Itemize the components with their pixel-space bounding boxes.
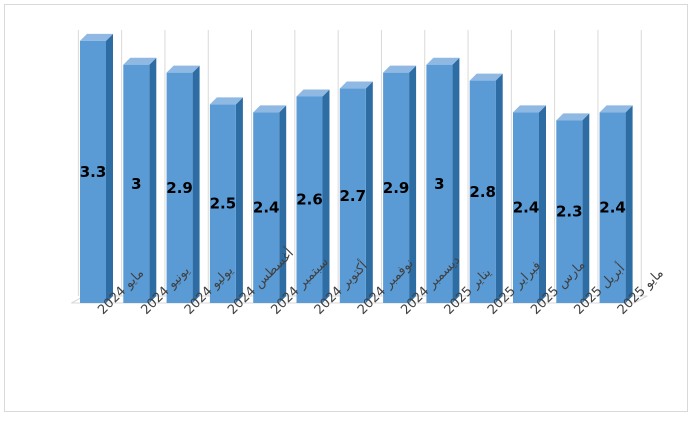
bar-side	[409, 65, 417, 304]
bar	[469, 73, 503, 303]
bar-front	[296, 96, 323, 303]
bar-side	[539, 105, 546, 303]
bar-front	[599, 112, 626, 303]
bar-top	[80, 33, 113, 41]
data-label: 3.3	[80, 163, 107, 181]
bar-side	[322, 89, 330, 303]
bar-front	[80, 40, 106, 304]
bar	[209, 97, 243, 303]
bar-side	[106, 33, 113, 304]
bar	[166, 65, 200, 304]
bar	[253, 105, 287, 303]
data-label: 2.3	[556, 203, 583, 221]
data-label: 2.4	[253, 199, 280, 217]
bar-front	[426, 64, 453, 303]
bar-top	[253, 105, 287, 113]
bar	[339, 81, 373, 304]
bar	[123, 57, 157, 303]
bar-top	[296, 89, 330, 97]
data-label: 2.9	[166, 179, 193, 197]
data-label: 2.4	[599, 199, 626, 217]
data-label: 2.9	[383, 179, 410, 197]
bar	[599, 105, 633, 303]
bar-front	[339, 88, 366, 304]
bar	[383, 65, 417, 304]
bar-top	[339, 81, 373, 89]
bar-side	[625, 105, 633, 303]
bar	[426, 57, 460, 303]
bar-top	[383, 65, 417, 73]
bar	[556, 113, 590, 303]
bar-side	[582, 113, 590, 303]
bar	[513, 105, 546, 303]
bar-front	[513, 112, 539, 303]
bar-front	[166, 72, 193, 304]
bar-front	[253, 112, 280, 303]
bar-top	[166, 65, 200, 73]
data-label: 2.5	[210, 195, 237, 213]
data-label: 2.8	[469, 183, 496, 201]
bar-front	[469, 80, 496, 303]
bar-top	[556, 113, 590, 121]
bar-side	[235, 97, 243, 303]
bar-top	[209, 97, 243, 105]
bars	[80, 33, 633, 304]
bar-top	[426, 57, 460, 65]
bar-front	[556, 120, 583, 303]
bar-side	[452, 57, 460, 303]
data-label: 2.7	[340, 187, 367, 205]
bar-top	[469, 73, 503, 81]
bar-side	[149, 57, 157, 303]
data-labels: 3.3 3 2.9 2.5 2.4 2.6 2.7 2.9 3 2.8 2.4 2.3 2.4	[80, 163, 626, 221]
data-label: 3	[434, 175, 444, 193]
data-label: 2.6	[296, 191, 323, 209]
bar-side	[192, 65, 200, 304]
grid-lines	[77, 30, 642, 296]
bar-side	[495, 73, 503, 303]
bar-side	[365, 81, 373, 304]
bar-top	[513, 105, 546, 113]
bar-top	[123, 57, 157, 65]
bar	[80, 33, 113, 304]
bar-side	[279, 105, 287, 303]
bar-front	[383, 72, 410, 304]
bar	[296, 89, 330, 303]
data-label: 3	[131, 175, 141, 193]
bar-top	[599, 105, 633, 113]
bar-front	[123, 64, 150, 303]
data-label: 2.4	[513, 199, 540, 217]
bar-front	[209, 104, 236, 303]
